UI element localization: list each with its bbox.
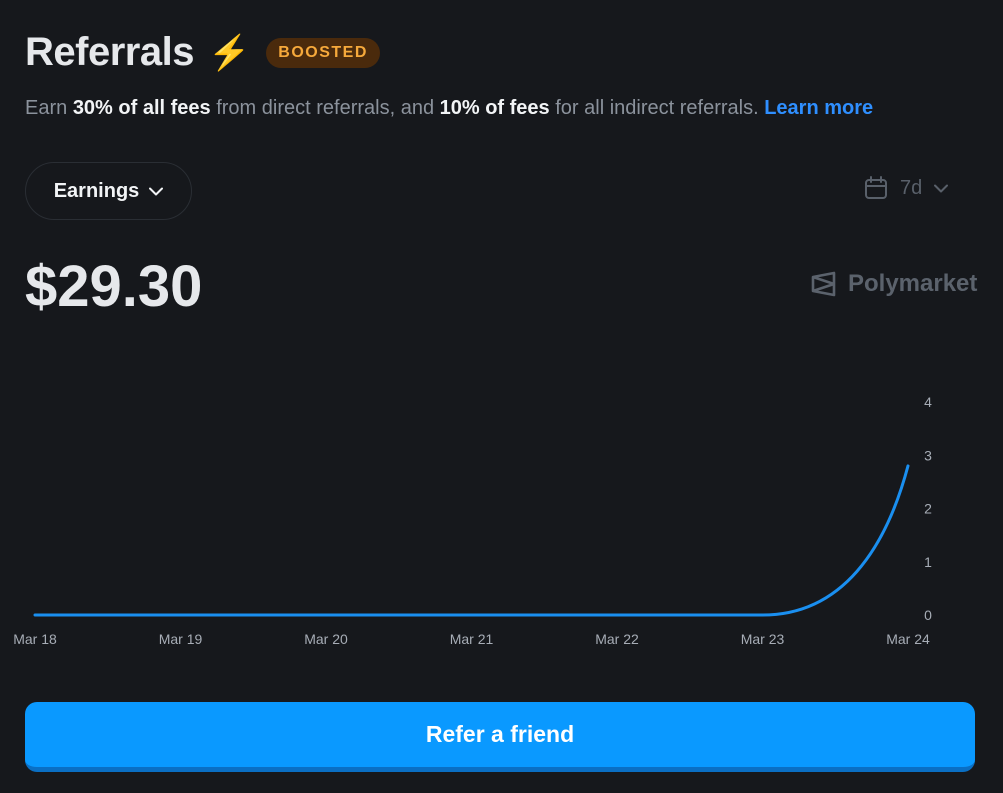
y-tick-label: 4 [924,394,932,410]
description-text: Earn [25,97,73,119]
metric-dropdown-label: Earnings [53,179,140,202]
calendar-icon [865,176,887,199]
learn-more-link[interactable]: Learn more [764,97,874,119]
range-dropdown[interactable]: 7d [864,176,949,200]
description-text: from direct referrals, and [210,97,440,119]
brand-logo: Polymarket [810,270,977,298]
chevron-down-icon [149,187,164,195]
page-title: Referrals [25,30,194,74]
referral-description: Earn 30% of all fees from direct referra… [25,97,873,120]
status-badge: BOOSTED [266,37,380,68]
lightning-icon: ⚡ [207,33,251,72]
y-tick-label: 2 [924,501,932,517]
indirect-fee-highlight: 10% of fees [439,97,550,119]
direct-fee-highlight: 30% of all fees [72,97,211,119]
description-text: for all indirect referrals. [549,97,765,119]
x-tick-label: Mar 21 [450,631,494,647]
brand-name: Polymarket [848,270,978,297]
y-tick-label: 1 [924,554,932,570]
x-tick-label: Mar 18 [13,631,57,647]
refer-a-friend-button[interactable]: Refer a friend [25,702,975,772]
metric-dropdown[interactable]: Earnings [25,162,192,220]
earnings-series-line [33,464,910,617]
x-tick-label: Mar 24 [886,631,930,647]
x-tick-label: Mar 20 [304,631,348,647]
earnings-chart: 0 1 2 3 4 Mar 18 Mar 19 Mar 20 Mar 21 Mar 22 Mar … [13,394,932,647]
y-tick-label: 3 [924,447,932,463]
earnings-amount: $29.30 [25,254,203,319]
header: Referrals ⚡ BOOSTED [25,30,380,75]
x-tick-label: Mar 23 [741,631,785,647]
x-tick-label: Mar 22 [595,631,639,647]
polymarket-logo-icon [811,271,836,297]
x-tick-label: Mar 19 [159,631,203,647]
range-dropdown-label: 7d [900,176,923,199]
chevron-down-icon [934,184,949,192]
y-tick-label: 0 [924,607,932,623]
